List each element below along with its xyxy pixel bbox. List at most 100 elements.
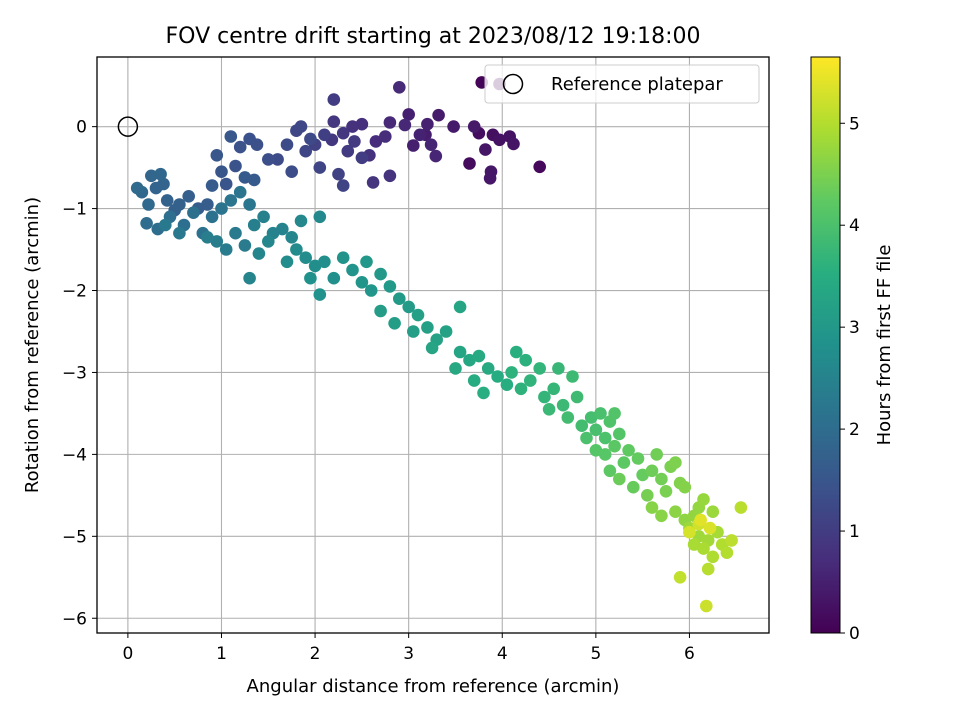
scatter-point bbox=[425, 341, 439, 355]
scatter-point bbox=[608, 407, 621, 420]
scatter-point bbox=[262, 153, 275, 166]
scatter-point bbox=[697, 493, 710, 506]
scatter-point bbox=[683, 525, 696, 539]
scatter-point bbox=[481, 362, 495, 375]
scatter-point bbox=[187, 206, 200, 219]
scatter-point bbox=[493, 133, 506, 147]
scatter-point bbox=[238, 171, 252, 184]
scatter-point bbox=[215, 202, 228, 215]
scatter-point bbox=[276, 222, 289, 236]
scatter-point bbox=[547, 382, 560, 396]
scatter-point bbox=[210, 235, 224, 248]
scatter-point bbox=[413, 128, 427, 142]
scatter-point bbox=[424, 138, 438, 151]
scatter-point bbox=[636, 468, 649, 482]
scatter-point bbox=[393, 292, 406, 306]
y-axis-label: Rotation from reference (arcmin) bbox=[22, 197, 43, 493]
x-tick-label: 2 bbox=[310, 644, 321, 664]
y-tick-label: −6 bbox=[62, 609, 87, 629]
scatter-point bbox=[479, 143, 492, 156]
scatter-point bbox=[262, 235, 275, 248]
scatter-point bbox=[432, 108, 445, 122]
y-axis-ticks: 0 −1 −2 −3 −4 −5 −6 bbox=[62, 118, 97, 629]
colorbar-tick-label: 0 bbox=[849, 624, 860, 644]
scatter-point bbox=[631, 452, 645, 465]
scatter-point bbox=[538, 390, 551, 404]
scatter-point bbox=[669, 456, 682, 469]
scatter-point bbox=[402, 108, 416, 121]
scatter-point bbox=[673, 571, 687, 584]
y-tick-label: −1 bbox=[62, 200, 87, 220]
scatter-point bbox=[598, 431, 612, 445]
scatter-point bbox=[533, 160, 546, 174]
scatter-point bbox=[224, 130, 238, 143]
scatter-point bbox=[447, 120, 460, 133]
scatter-point bbox=[706, 505, 720, 518]
scatter-point bbox=[622, 444, 635, 457]
scatter-point bbox=[294, 120, 308, 133]
scatter-point bbox=[280, 255, 294, 269]
legend: Reference platepar bbox=[484, 64, 760, 104]
scatter-point bbox=[703, 521, 717, 535]
colorbar-ticks: 0 1 2 3 4 5 bbox=[840, 114, 860, 644]
scatter-point bbox=[594, 407, 607, 420]
x-axis-label: Angular distance from reference (arcmin) bbox=[247, 676, 620, 697]
scatter-point bbox=[700, 599, 713, 613]
colorbar-tick-label: 4 bbox=[849, 216, 860, 236]
scatter-point bbox=[575, 419, 589, 433]
scatter-point bbox=[467, 120, 481, 133]
scatter-point bbox=[346, 263, 359, 277]
scatter-point bbox=[304, 132, 317, 146]
reference-layer bbox=[117, 116, 139, 137]
scatter-point bbox=[477, 386, 490, 400]
scatter-point bbox=[472, 349, 486, 363]
scatter-point bbox=[252, 247, 266, 260]
y-tick-label: −2 bbox=[62, 282, 87, 302]
scatter-point bbox=[243, 132, 256, 146]
scatter-point bbox=[280, 138, 294, 151]
scatter-point bbox=[313, 210, 327, 224]
scatter-point bbox=[201, 231, 214, 244]
scatter-point bbox=[514, 382, 528, 396]
scatter-point bbox=[402, 300, 416, 314]
scatter-point bbox=[374, 267, 387, 281]
scatter-point bbox=[687, 538, 701, 551]
colorbar-tick-label: 5 bbox=[849, 114, 860, 134]
colorbar-tick-label: 2 bbox=[849, 420, 860, 440]
grid bbox=[97, 57, 769, 633]
scatter-point bbox=[505, 366, 518, 379]
scatter-point bbox=[243, 198, 256, 211]
scatter-point bbox=[160, 194, 174, 207]
scatter-point bbox=[205, 210, 219, 224]
scatter-point bbox=[294, 214, 308, 228]
scatter-point bbox=[655, 509, 668, 523]
scatter-point bbox=[725, 534, 738, 547]
scatter-point bbox=[336, 251, 350, 264]
scatter-point bbox=[398, 118, 412, 132]
scatter-point bbox=[247, 218, 261, 232]
y-tick-label: 0 bbox=[76, 118, 87, 138]
scatter-point bbox=[383, 280, 397, 293]
scatter-point bbox=[229, 159, 242, 173]
scatter-point bbox=[285, 165, 299, 178]
reference-point-marker bbox=[117, 116, 139, 137]
scatter-point bbox=[645, 464, 659, 478]
x-axis-ticks: 0 1 2 3 4 5 6 bbox=[122, 633, 695, 664]
scatter-point bbox=[229, 226, 242, 240]
scatter-point bbox=[453, 345, 467, 359]
scatter-point bbox=[304, 271, 317, 285]
scatter-point bbox=[734, 501, 748, 514]
scatter-point bbox=[613, 427, 626, 441]
scatter-point bbox=[706, 550, 720, 564]
scatter-point bbox=[210, 149, 224, 162]
scatter-point bbox=[233, 140, 247, 154]
scatter-point bbox=[355, 276, 369, 289]
scatter-point bbox=[327, 93, 341, 106]
scatter-point bbox=[580, 431, 593, 445]
scatter-point bbox=[669, 505, 682, 518]
scatter-point bbox=[336, 126, 350, 140]
scatter-point bbox=[257, 210, 270, 224]
scatter-point bbox=[369, 135, 383, 148]
scatter-point bbox=[159, 218, 172, 232]
scatter-point bbox=[215, 165, 228, 178]
